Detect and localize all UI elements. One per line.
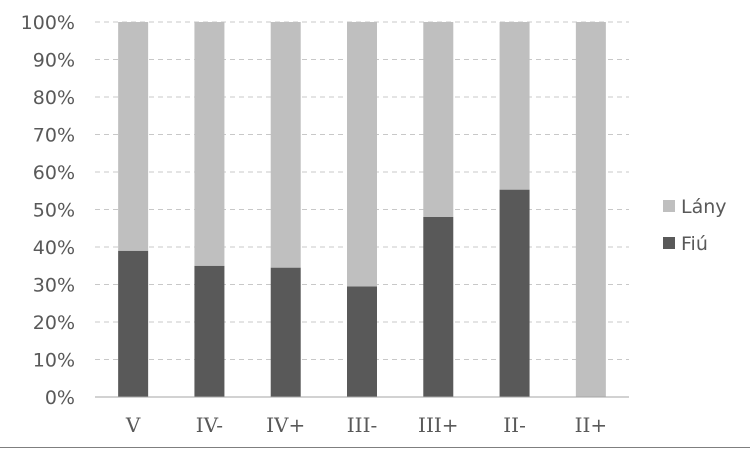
bar-segment xyxy=(118,250,149,397)
gridlines xyxy=(95,21,629,360)
legend-swatch xyxy=(663,200,675,212)
x-tick-label: V xyxy=(125,413,141,437)
y-tick-label: 60% xyxy=(33,162,75,184)
y-tick-label: 40% xyxy=(33,237,75,259)
legend-label: Fiú xyxy=(681,233,708,255)
y-tick-label: 0% xyxy=(45,387,75,409)
bar-segment xyxy=(499,22,530,190)
bar-segment xyxy=(118,22,149,251)
bar-segment xyxy=(347,286,377,397)
bar-segment xyxy=(575,22,606,397)
x-tick-label: III+ xyxy=(418,413,458,437)
bar-segment xyxy=(270,22,301,268)
y-tick-labels: 0% 10% 20% 30% 40% 50% 60% 70% 80% 90% 100% xyxy=(21,12,75,409)
x-tick-label: II+ xyxy=(575,413,608,437)
y-tick-label: 90% xyxy=(33,50,75,72)
x-tick-label: IV+ xyxy=(266,413,305,437)
y-tick-label: 10% xyxy=(33,350,75,372)
legend-swatch xyxy=(663,237,675,249)
x-tick-labels: V IV- IV+ III- III+ II- II+ xyxy=(125,413,607,437)
bars xyxy=(118,22,606,397)
y-tick-label: 70% xyxy=(33,125,75,147)
bar-segment xyxy=(347,22,377,287)
bar-segment xyxy=(423,22,454,217)
x-tick-label: III- xyxy=(347,413,377,437)
legend-label: Lány xyxy=(681,196,727,218)
y-tick-label: 50% xyxy=(33,200,75,222)
bottom-border xyxy=(0,447,750,448)
x-tick-label: II- xyxy=(503,413,526,437)
bar-segment xyxy=(194,265,225,397)
bar-segment xyxy=(270,267,301,397)
y-tick-label: 100% xyxy=(21,12,75,34)
x-tick-label: IV- xyxy=(196,413,223,437)
bar-segment xyxy=(499,189,530,397)
bar-segment xyxy=(194,22,225,266)
bar-segment xyxy=(423,217,454,397)
legend: Lány Fiú xyxy=(663,196,727,255)
y-tick-label: 30% xyxy=(33,275,75,297)
y-tick-label: 80% xyxy=(33,87,75,109)
y-tick-label: 20% xyxy=(33,312,75,334)
